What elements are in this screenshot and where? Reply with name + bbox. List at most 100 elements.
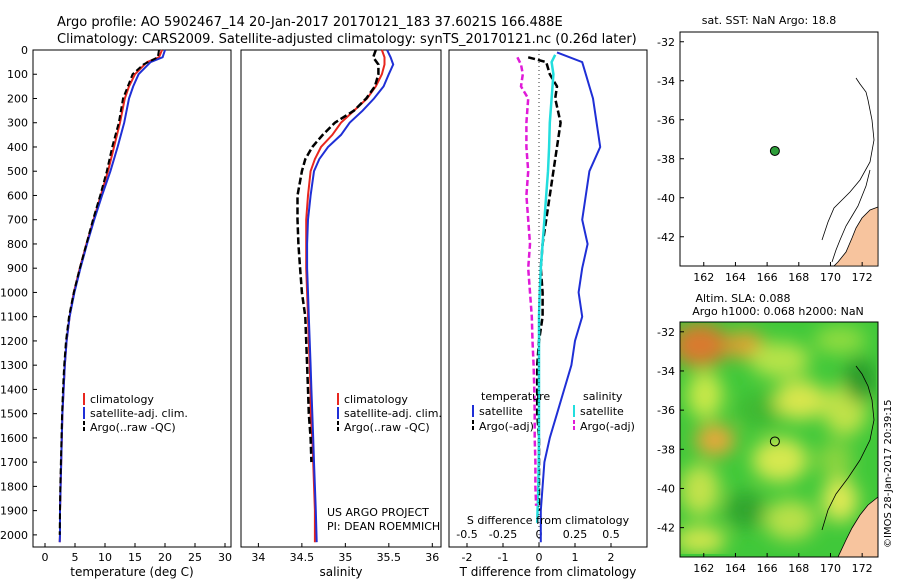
lat-tick-label: -34 bbox=[657, 75, 675, 88]
difference-lines bbox=[516, 50, 602, 547]
temperature-panel: 0100200300400500600700800900100011001200… bbox=[0, 44, 232, 579]
temperature-xlabel: temperature (deg C) bbox=[70, 565, 193, 579]
sla-map-frame bbox=[679, 321, 879, 558]
lon-tick-label: 172 bbox=[852, 562, 873, 575]
depth-tick-label: 200 bbox=[7, 92, 28, 105]
depth-tick-label: 1000 bbox=[0, 286, 28, 299]
series-satellite bbox=[306, 49, 395, 543]
x-tick-label: 10 bbox=[98, 551, 112, 564]
sst-title: sat. SST: NaN Argo: 18.8 bbox=[702, 14, 836, 27]
difference-panel: -2 -1 0 1 2-0.5 -0.25 0 0.25 0.5 S difference fr… bbox=[448, 49, 648, 579]
depth-tick-label: 1500 bbox=[0, 408, 28, 421]
x-tick-label: 0 bbox=[536, 551, 543, 564]
sla-subtitle: Argo h1000: 0.068 h2000: NaN bbox=[692, 305, 864, 318]
depth-tick-label: 1400 bbox=[0, 383, 28, 396]
series-temp-satellite bbox=[539, 51, 602, 543]
x-tick-label: 5 bbox=[72, 551, 79, 564]
lat-tick-label: -36 bbox=[657, 404, 675, 417]
legend-temp-argo: Argo(-adj) bbox=[479, 420, 534, 433]
x-tick-label: -1 bbox=[498, 551, 509, 564]
lon-tick-label: 162 bbox=[693, 562, 714, 575]
x-tick-label: 0 bbox=[42, 551, 49, 564]
sla-float-marker bbox=[769, 436, 780, 447]
sst-bathymetry-line bbox=[821, 77, 875, 241]
legend-salinity-title: salinity bbox=[583, 390, 623, 403]
depth-tick-label: 1600 bbox=[0, 432, 28, 445]
sla-heatmap bbox=[680, 322, 878, 557]
legend-argo: Argo(..raw -QC) bbox=[90, 421, 176, 434]
depth-tick-label: 400 bbox=[7, 141, 28, 154]
legend-argo: Argo(..raw -QC) bbox=[344, 421, 430, 434]
lon-tick-label: 166 bbox=[757, 271, 778, 284]
lon-tick-label: 164 bbox=[725, 271, 746, 284]
sla-map-panel: Altim. SLA: 0.088 Argo h1000: 0.068 h200… bbox=[657, 292, 879, 575]
temperature-legend: climatology satellite-adj. clim. Argo(..… bbox=[83, 393, 188, 434]
depth-tick-label: 700 bbox=[7, 214, 28, 227]
lat-tick-label: -36 bbox=[657, 114, 675, 127]
series-argo bbox=[58, 49, 160, 535]
temperature-lines bbox=[58, 49, 166, 543]
sla-axes: 162 164 166 168 170 172 -32 -34 -36 -38 -40 -42 bbox=[657, 326, 873, 575]
legend-climatology: climatology bbox=[344, 393, 408, 406]
series-temp-argo bbox=[527, 56, 562, 511]
salinity-lines bbox=[296, 49, 395, 543]
x-tick-label: 34 bbox=[251, 551, 265, 564]
x-tick-label: -2 bbox=[462, 551, 473, 564]
top-x-tick-label: -0.25 bbox=[489, 528, 517, 541]
depth-tick-label: 1900 bbox=[0, 505, 28, 518]
legend-climatology: climatology bbox=[90, 393, 154, 406]
lon-tick-label: 166 bbox=[757, 562, 778, 575]
salinity-axes-frame bbox=[240, 49, 442, 548]
credits-project: US ARGO PROJECT bbox=[327, 506, 429, 519]
sst-float-marker bbox=[769, 145, 780, 156]
legend-satellite: satellite-adj. clim. bbox=[90, 407, 188, 420]
series-argo bbox=[296, 49, 380, 463]
depth-tick-label: 300 bbox=[7, 117, 28, 130]
x-tick-label: 1 bbox=[572, 551, 579, 564]
sst-bathymetry-line-2 bbox=[831, 169, 871, 263]
lon-tick-label: 168 bbox=[788, 562, 809, 575]
legend-temp-satellite: satellite bbox=[479, 405, 523, 418]
depth-tick-label: 0 bbox=[21, 44, 28, 57]
temperature-x-axis: 0 5 10 15 20 25 30 bbox=[42, 543, 232, 564]
x-tick-label: 34.5 bbox=[290, 551, 315, 564]
lat-tick-label: -40 bbox=[657, 192, 675, 205]
x-tick-label: 15 bbox=[128, 551, 142, 564]
lon-tick-label: 164 bbox=[725, 562, 746, 575]
difference-xlabel: T difference from climatology bbox=[459, 565, 637, 579]
top-x-tick-label: 0.25 bbox=[563, 528, 588, 541]
lat-tick-label: -32 bbox=[657, 326, 675, 339]
depth-tick-label: 800 bbox=[7, 238, 28, 251]
depth-tick-label: 100 bbox=[7, 68, 28, 81]
x-tick-label: 30 bbox=[218, 551, 232, 564]
lon-tick-label: 168 bbox=[788, 271, 809, 284]
legend-sal-argo: Argo(-adj) bbox=[580, 420, 635, 433]
x-tick-label: 2 bbox=[608, 551, 615, 564]
salinity-legend: climatology satellite-adj. clim. Argo(..… bbox=[337, 393, 442, 434]
x-tick-label: 20 bbox=[158, 551, 172, 564]
series-sal-satellite bbox=[535, 54, 557, 523]
difference-axes-frame bbox=[448, 49, 648, 548]
depth-tick-label: 900 bbox=[7, 262, 28, 275]
sst-axes: 162 164 166 168 170 172 -32 -34 -36 -38 -40 -42 bbox=[657, 36, 873, 284]
lon-tick-label: 172 bbox=[852, 271, 873, 284]
lon-tick-label: 162 bbox=[693, 271, 714, 284]
legend-temperature-title: temperature bbox=[481, 390, 550, 403]
top-x-tick-label: -0.5 bbox=[456, 528, 477, 541]
salinity-panel: 34 34.5 35 35.5 36 salinity climatology sate… bbox=[240, 49, 442, 579]
lon-tick-label: 170 bbox=[820, 271, 841, 284]
difference-top-xlabel: S difference from climatology bbox=[467, 514, 630, 527]
x-tick-label: 36 bbox=[425, 551, 439, 564]
x-tick-label: 35 bbox=[338, 551, 352, 564]
lat-tick-label: -38 bbox=[657, 153, 675, 166]
depth-tick-label: 500 bbox=[7, 165, 28, 178]
lat-tick-label: -32 bbox=[657, 36, 675, 49]
legend-sal-satellite: satellite bbox=[580, 405, 624, 418]
salinity-xlabel: salinity bbox=[319, 565, 362, 579]
depth-tick-label: 1100 bbox=[0, 311, 28, 324]
sst-map-panel: sat. SST: NaN Argo: 18.8 162 164 166 168 170… bbox=[657, 14, 879, 284]
sst-land bbox=[833, 206, 879, 267]
legend-satellite: satellite-adj. clim. bbox=[344, 407, 442, 420]
x-tick-label: 35.5 bbox=[377, 551, 402, 564]
lat-tick-label: -42 bbox=[657, 522, 675, 535]
